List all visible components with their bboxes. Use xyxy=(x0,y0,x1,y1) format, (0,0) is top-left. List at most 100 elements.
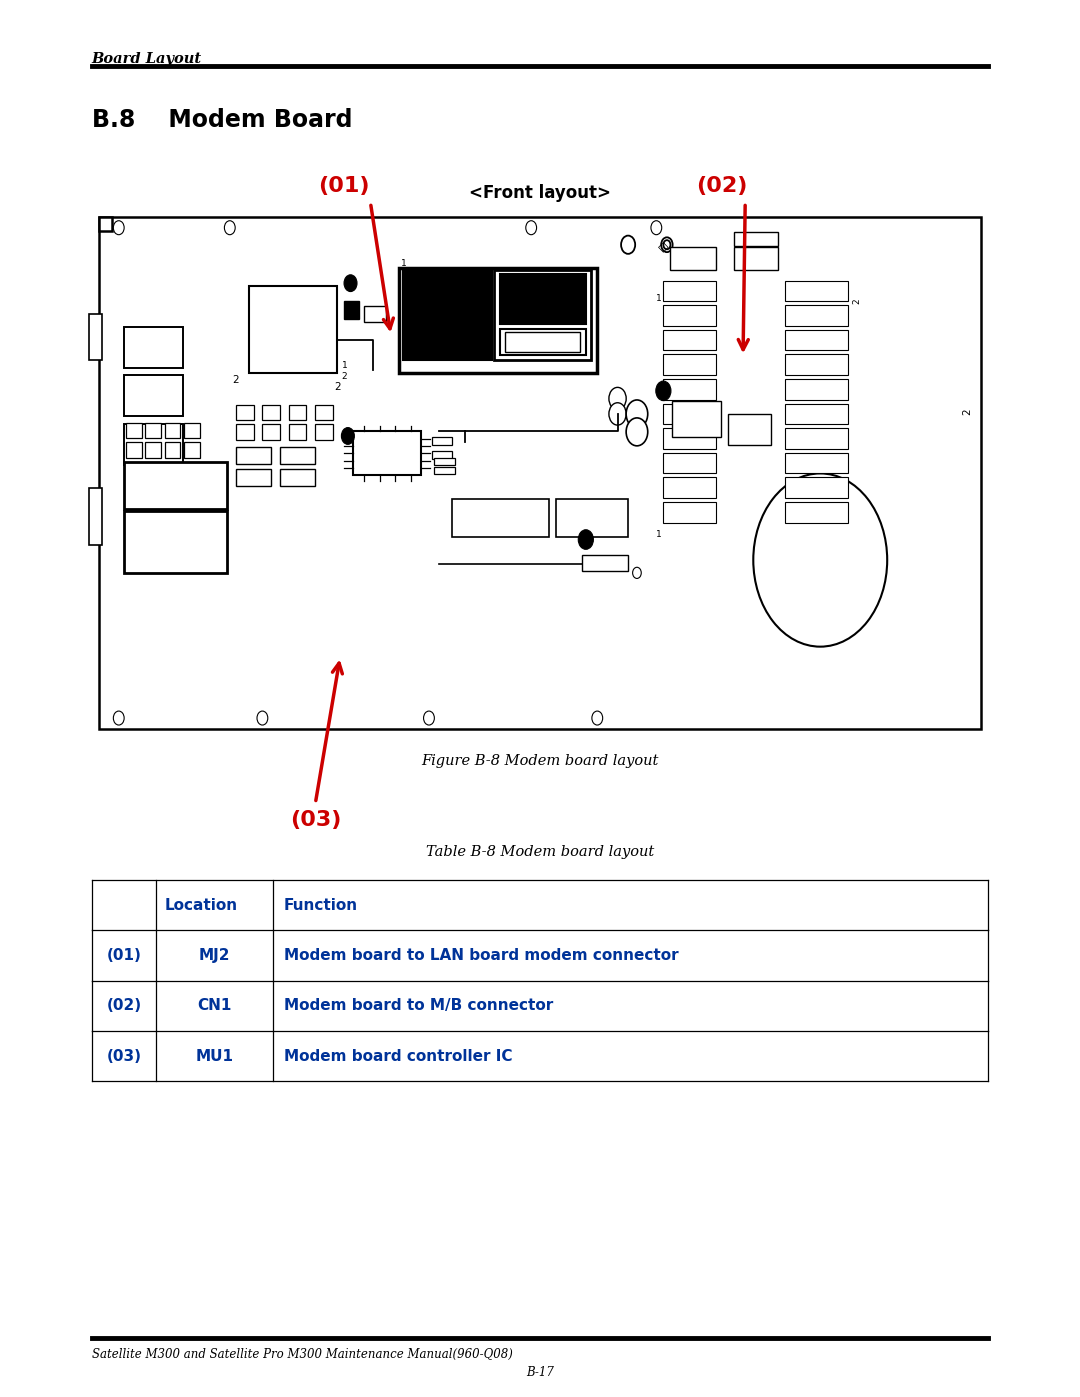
Text: (01): (01) xyxy=(107,949,141,963)
Bar xyxy=(663,379,716,400)
Circle shape xyxy=(341,427,354,444)
Bar xyxy=(145,423,161,439)
Bar xyxy=(504,332,580,352)
Text: Board Layout: Board Layout xyxy=(92,52,202,66)
Bar xyxy=(582,555,629,571)
Polygon shape xyxy=(99,217,112,231)
Bar xyxy=(288,425,307,440)
Text: MU1: MU1 xyxy=(195,1049,233,1063)
Bar xyxy=(127,471,159,493)
Bar xyxy=(280,469,315,486)
Text: B.8    Modem Board: B.8 Modem Board xyxy=(92,108,352,131)
Bar xyxy=(785,379,849,400)
Text: 1: 1 xyxy=(656,293,662,303)
Circle shape xyxy=(663,240,671,249)
Circle shape xyxy=(257,711,268,725)
Bar xyxy=(500,274,585,324)
Text: Location: Location xyxy=(165,898,238,912)
Bar xyxy=(124,425,184,465)
Text: 2: 2 xyxy=(341,372,348,380)
Text: <Front layout>: <Front layout> xyxy=(469,184,611,203)
Circle shape xyxy=(423,711,434,725)
Bar xyxy=(262,405,280,420)
Bar xyxy=(353,430,421,475)
Bar xyxy=(785,502,849,522)
Bar xyxy=(785,478,849,497)
Bar xyxy=(663,330,716,351)
Circle shape xyxy=(345,275,357,292)
Bar xyxy=(145,441,161,457)
Circle shape xyxy=(626,400,648,427)
Bar xyxy=(280,447,315,464)
Bar xyxy=(432,437,451,444)
Text: 1: 1 xyxy=(656,529,662,539)
Bar xyxy=(399,268,597,373)
Text: MJ2: MJ2 xyxy=(199,949,230,963)
Bar xyxy=(728,414,771,444)
Text: (01): (01) xyxy=(318,176,369,196)
Bar xyxy=(235,405,254,420)
Bar xyxy=(89,489,102,545)
Text: (03): (03) xyxy=(107,1049,141,1063)
Bar xyxy=(451,499,549,536)
Bar xyxy=(184,423,200,439)
Bar xyxy=(785,429,849,448)
Bar xyxy=(164,423,180,439)
Bar xyxy=(500,330,585,355)
Bar xyxy=(663,429,716,448)
Bar xyxy=(556,499,629,536)
Text: ◇: ◇ xyxy=(658,239,669,253)
Bar xyxy=(663,502,716,522)
Text: Function: Function xyxy=(284,898,357,912)
Bar xyxy=(315,405,333,420)
Bar xyxy=(315,425,333,440)
Text: B-17: B-17 xyxy=(526,1366,554,1379)
Bar xyxy=(785,305,849,326)
Circle shape xyxy=(621,236,635,254)
Text: 2: 2 xyxy=(232,376,240,386)
Text: 1: 1 xyxy=(341,362,348,370)
Bar xyxy=(734,247,778,271)
Bar xyxy=(734,232,778,246)
Text: (02): (02) xyxy=(696,176,747,196)
Bar xyxy=(235,469,271,486)
Bar xyxy=(495,271,591,360)
Bar xyxy=(663,404,716,425)
Bar xyxy=(125,441,141,457)
Bar xyxy=(164,500,197,521)
Text: CN1: CN1 xyxy=(198,999,232,1013)
Text: 1: 1 xyxy=(401,258,406,268)
Bar xyxy=(432,451,451,460)
Text: Table B-8 Modem board layout: Table B-8 Modem board layout xyxy=(426,845,654,859)
Bar xyxy=(249,286,337,373)
Circle shape xyxy=(526,221,537,235)
Text: 2: 2 xyxy=(962,408,972,415)
Bar xyxy=(785,404,849,425)
Bar xyxy=(235,447,271,464)
Circle shape xyxy=(633,567,642,578)
Circle shape xyxy=(578,529,593,549)
Text: Satellite M300 and Satellite Pro M300 Maintenance Manual(960-Q08): Satellite M300 and Satellite Pro M300 Ma… xyxy=(92,1348,513,1361)
Bar xyxy=(127,500,159,521)
Bar xyxy=(164,471,197,493)
Bar xyxy=(164,441,180,457)
Bar xyxy=(663,453,716,474)
Bar xyxy=(785,330,849,351)
Bar xyxy=(671,247,716,271)
Text: Modem board controller IC: Modem board controller IC xyxy=(284,1049,512,1063)
Circle shape xyxy=(609,402,626,425)
Circle shape xyxy=(661,237,673,251)
Bar xyxy=(288,405,307,420)
Bar xyxy=(663,478,716,497)
Bar xyxy=(124,461,227,509)
Circle shape xyxy=(651,221,662,235)
Text: Figure B-8 Modem board layout: Figure B-8 Modem board layout xyxy=(421,754,659,768)
Bar xyxy=(364,306,386,321)
Bar xyxy=(89,314,102,360)
Circle shape xyxy=(656,381,671,401)
Circle shape xyxy=(225,221,235,235)
Bar xyxy=(434,457,455,465)
Text: Modem board to LAN board modem connector: Modem board to LAN board modem connector xyxy=(284,949,678,963)
Circle shape xyxy=(592,711,603,725)
Bar xyxy=(125,423,141,439)
